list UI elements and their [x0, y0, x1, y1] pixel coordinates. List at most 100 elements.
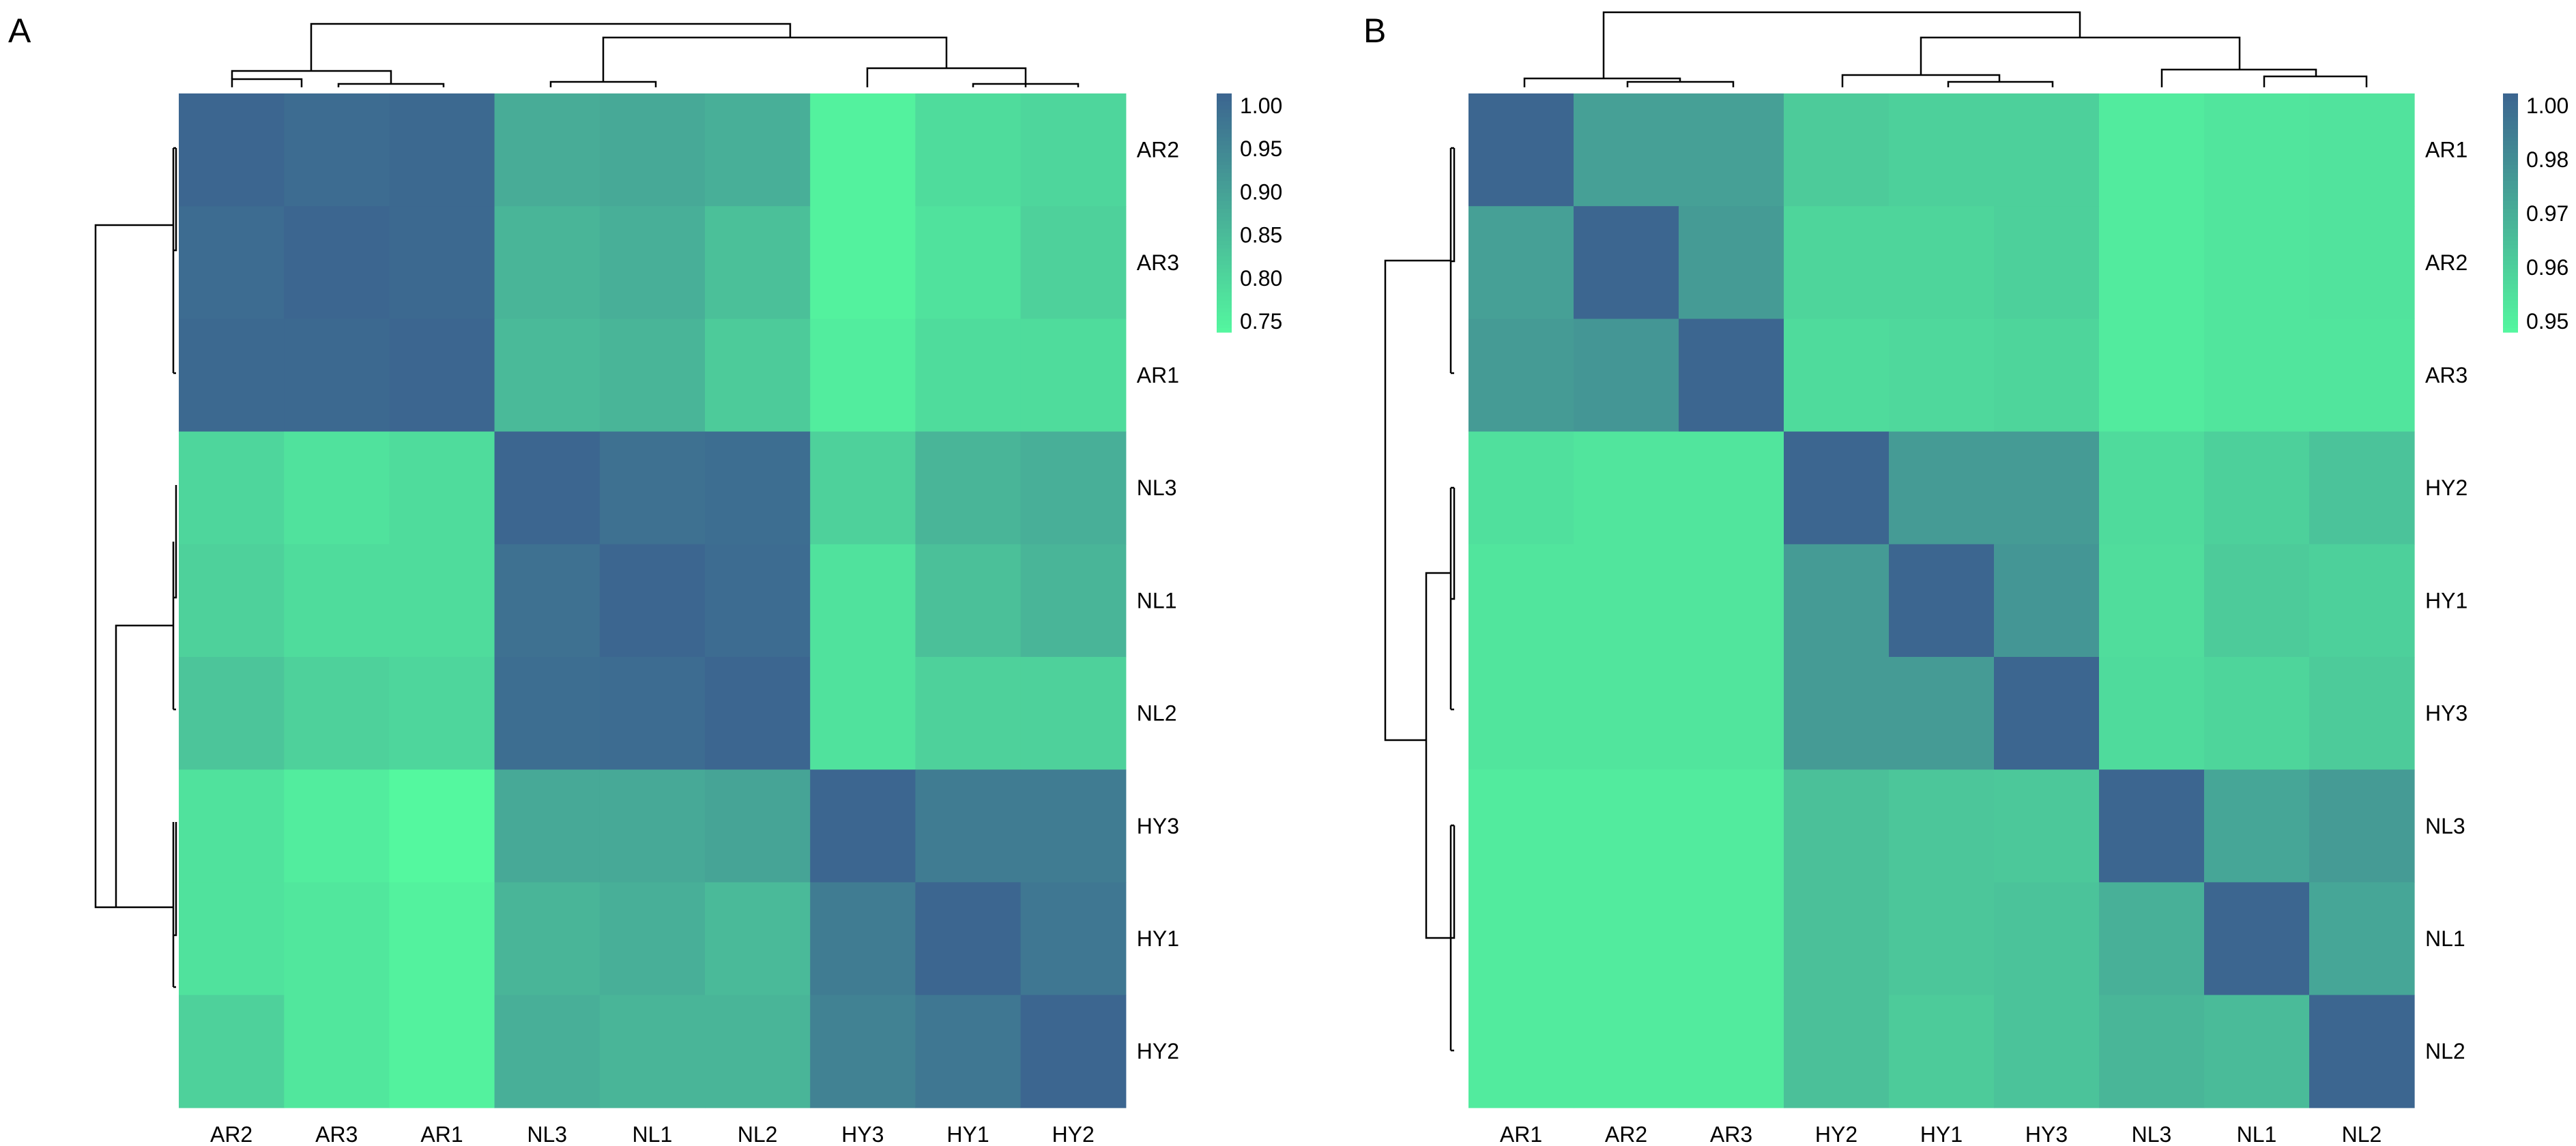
heatmap-cell — [2309, 206, 2415, 319]
column-label: AR1 — [420, 1122, 463, 1146]
column-label: NL2 — [738, 1122, 778, 1146]
colorbar-segment — [2503, 224, 2518, 229]
heatmap-cell — [599, 544, 706, 658]
heatmap-cell — [179, 206, 285, 319]
heatmap-cell — [1889, 995, 1995, 1108]
colorbar-tick-label: 0.98 — [2526, 147, 2568, 172]
colorbar-segment — [2503, 320, 2518, 325]
heatmap-b — [1468, 93, 2415, 1108]
column-label: HY3 — [841, 1122, 884, 1146]
column-label: HY1 — [1920, 1122, 1963, 1146]
colorbar-segment — [2503, 248, 2518, 253]
row-label: AR2 — [2425, 250, 2468, 275]
heatmap-cell — [389, 319, 495, 432]
heatmap-cell — [389, 995, 495, 1108]
colorbar-segment — [1217, 261, 1232, 265]
heatmap-cell — [389, 93, 495, 207]
heatmap-a — [179, 93, 1127, 1108]
heatmap-cell — [389, 544, 495, 658]
heatmap-cell — [1889, 882, 1995, 996]
heatmap-cell — [810, 769, 916, 883]
column-labels-b: AR1 AR2 AR3 HY2 HY1 HY3 NL3 NL1 NL2 — [1500, 1122, 2382, 1146]
heatmap-cell — [1020, 769, 1127, 883]
heatmap-cell — [810, 657, 916, 770]
heatmap-cell — [2309, 319, 2415, 432]
colorbar-segment — [1217, 237, 1232, 241]
colorbar-segment — [1217, 141, 1232, 146]
heatmap-cell — [284, 431, 390, 545]
colorbar-segment — [2503, 229, 2518, 233]
colorbar-segment — [1217, 276, 1232, 281]
heatmap-cell — [1784, 431, 1890, 545]
heatmap-cell — [705, 769, 811, 883]
panel-a-label: A — [8, 12, 31, 50]
colorbar-segment — [2503, 324, 2518, 329]
colorbar-segment — [2503, 141, 2518, 146]
heatmap-cell — [2099, 995, 2205, 1108]
row-label: NL1 — [2425, 926, 2465, 951]
heatmap-cell — [810, 544, 916, 658]
colorbar-segment — [1217, 252, 1232, 257]
row-label: NL2 — [1137, 701, 1177, 726]
colorbar-segment — [2503, 117, 2518, 122]
heatmap-cell — [705, 995, 811, 1108]
colorbar-segment — [1217, 121, 1232, 126]
colorbar-segment — [1217, 101, 1232, 106]
heatmap-cell — [1020, 431, 1127, 545]
colorbar-segment — [1217, 296, 1232, 301]
colorbar-segment — [2503, 185, 2518, 190]
colorbar-segment — [2503, 280, 2518, 285]
heatmap-cell — [1468, 882, 1574, 996]
colorbar-segment — [1217, 153, 1232, 158]
heatmap-cell — [2309, 544, 2415, 658]
colorbar-segment — [2503, 125, 2518, 130]
heatmap-cell — [810, 93, 916, 207]
heatmap-cell — [179, 544, 285, 658]
colorbar-segment — [1217, 256, 1232, 261]
colorbar-segment — [1217, 272, 1232, 277]
colorbar-segment — [2503, 261, 2518, 265]
heatmap-cell — [705, 206, 811, 319]
column-label: AR2 — [1605, 1122, 1647, 1146]
colorbar-segment — [2503, 137, 2518, 142]
column-labels-a: AR2 AR3 AR1 NL3 NL1 NL2 HY3 HY1 HY2 — [210, 1122, 1095, 1146]
heatmap-cell — [1679, 657, 1784, 770]
colorbar-segment — [1217, 244, 1232, 250]
row-label: NL2 — [2425, 1039, 2465, 1063]
colorbar-segment — [1217, 133, 1232, 138]
colorbar-a: 1.00 0.95 0.90 0.85 0.80 0.75 — [1217, 93, 1282, 334]
heatmap-cell — [179, 882, 285, 996]
colorbar-segment — [2503, 209, 2518, 214]
colorbar-segment — [1217, 196, 1232, 202]
row-label: HY3 — [1137, 814, 1179, 838]
colorbar-segment — [2503, 276, 2518, 281]
colorbar-segment — [2503, 133, 2518, 138]
heatmap-cell — [1889, 657, 1995, 770]
heatmap-cell — [915, 769, 1022, 883]
colorbar-segment — [2503, 129, 2518, 134]
panel-b-label: B — [1363, 12, 1386, 50]
heatmap-cell — [1020, 657, 1127, 770]
colorbar-segment — [1217, 280, 1232, 285]
heatmap-cell — [1020, 995, 1127, 1108]
heatmap-cell — [389, 882, 495, 996]
heatmap-cell — [2309, 882, 2415, 996]
heatmap-cell — [1889, 206, 1995, 319]
heatmap-cell — [2099, 882, 2205, 996]
heatmap-cell — [810, 431, 916, 545]
colorbar-segment — [1217, 220, 1232, 226]
heatmap-cell — [389, 769, 495, 883]
heatmap-cell — [599, 657, 706, 770]
colorbar-segment — [2503, 216, 2518, 222]
row-label: NL1 — [1137, 588, 1177, 613]
column-label: HY2 — [1052, 1122, 1095, 1146]
colorbar-segment — [1217, 165, 1232, 170]
heatmap-cell — [2204, 93, 2310, 207]
colorbar-segment — [2503, 196, 2518, 202]
colorbar-segment — [2503, 97, 2518, 102]
colorbar-tick-label: 1.00 — [2526, 93, 2568, 118]
colorbar-segment — [1217, 161, 1232, 166]
row-label: NL3 — [1137, 475, 1177, 500]
heatmap-cell — [389, 431, 495, 545]
heatmap-cell — [1574, 319, 1679, 432]
